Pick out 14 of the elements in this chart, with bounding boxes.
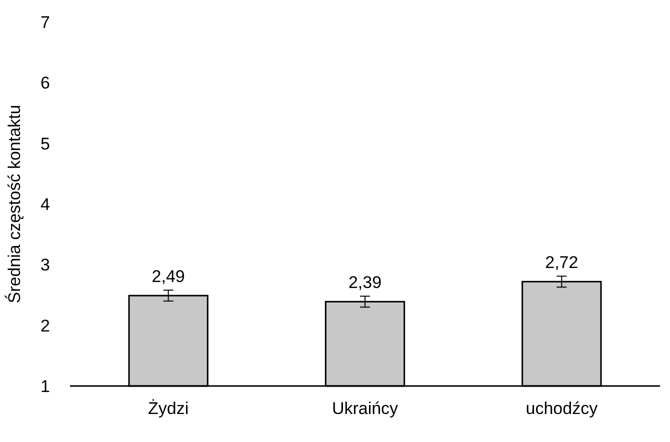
y-tick-label: 2 <box>40 316 50 336</box>
y-axis-title: Średnia częstość kontaktu <box>4 104 24 304</box>
data-label: 2,39 <box>348 273 382 292</box>
data-label: 2,49 <box>152 267 185 286</box>
y-tick-label: 4 <box>40 194 50 214</box>
x-tick-label: Żydzi <box>148 399 189 418</box>
x-tick-label: Ukraińcy <box>332 399 399 418</box>
y-tick-label: 3 <box>40 256 50 275</box>
y-tick-label: 5 <box>40 134 50 154</box>
y-tick-label: 7 <box>40 12 50 32</box>
data-label: 2,72 <box>545 253 578 272</box>
y-tick-label: 1 <box>40 376 50 396</box>
y-tick-label: 6 <box>40 74 50 93</box>
x-tick-label: uchodźcy <box>526 399 598 418</box>
